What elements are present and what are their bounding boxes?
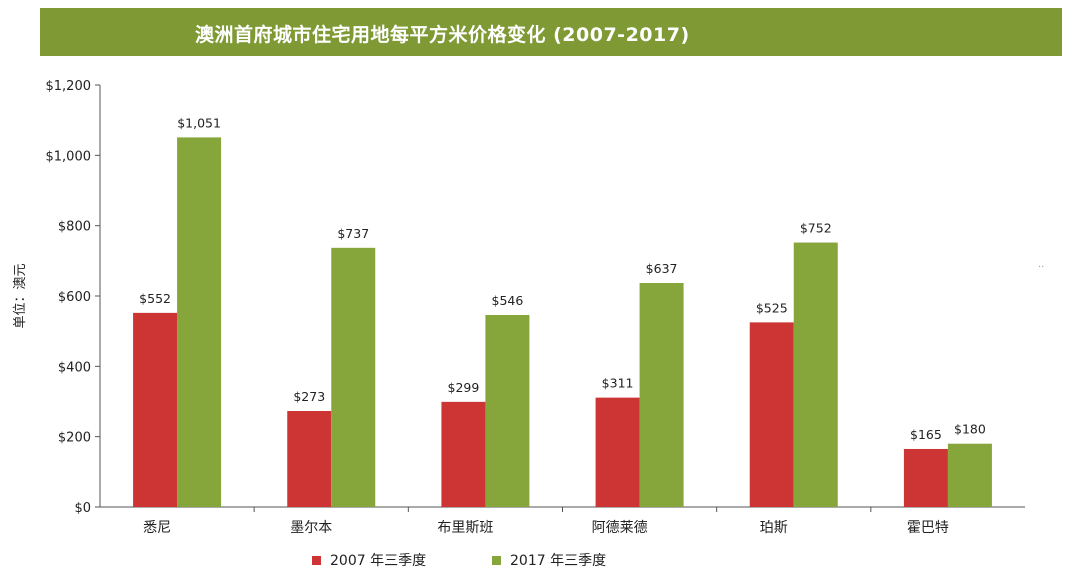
bar-2017-5 bbox=[947, 443, 992, 507]
legend-label: 2007 年三季度 bbox=[330, 553, 426, 569]
chart-title: 澳洲首府城市住宅用地每平方米价格变化 (2007-2017) bbox=[195, 24, 690, 46]
x-tick-label: 阿德莱德 bbox=[592, 520, 648, 536]
bar-2007-2 bbox=[441, 401, 486, 507]
y-axis-title: 单位：澳元 bbox=[12, 263, 28, 328]
data-label: $552 bbox=[139, 291, 171, 306]
y-tick-label: $600 bbox=[58, 290, 91, 305]
title-bar: 澳洲首府城市住宅用地每平方米价格变化 (2007-2017) bbox=[40, 8, 1062, 56]
y-tick-label: $400 bbox=[58, 360, 91, 375]
bar-2017-4 bbox=[793, 242, 838, 507]
x-tick-label: 霍巴特 bbox=[907, 520, 949, 536]
data-label: $311 bbox=[602, 376, 634, 391]
y-tick-label: $800 bbox=[58, 220, 91, 235]
data-label: $546 bbox=[492, 293, 524, 308]
data-label: $737 bbox=[337, 226, 369, 241]
y-tick-label: $200 bbox=[58, 431, 91, 446]
bar-2007-0 bbox=[133, 312, 178, 507]
data-label: $273 bbox=[293, 389, 325, 404]
bar-2007-5 bbox=[903, 448, 948, 507]
data-label: $637 bbox=[646, 261, 678, 276]
bar-2017-2 bbox=[485, 314, 530, 507]
stray-dots: ·· bbox=[1038, 262, 1045, 273]
bar-2007-4 bbox=[749, 322, 794, 507]
bar-2017-1 bbox=[331, 247, 376, 508]
data-label: $299 bbox=[448, 380, 480, 395]
y-tick-label: $0 bbox=[74, 501, 91, 516]
x-tick-label: 珀斯 bbox=[760, 520, 788, 536]
y-tick-label: $1,200 bbox=[46, 79, 92, 94]
legend-swatch-0 bbox=[312, 556, 321, 565]
data-label: $525 bbox=[756, 300, 788, 315]
bar-2007-1 bbox=[287, 410, 332, 507]
data-label: $1,051 bbox=[177, 115, 221, 130]
bar-2017-3 bbox=[639, 282, 684, 507]
x-tick-label: 悉尼 bbox=[143, 520, 171, 536]
x-tick-label: 布里斯班 bbox=[437, 520, 493, 536]
data-label: $752 bbox=[800, 221, 832, 236]
data-label: $165 bbox=[910, 427, 942, 442]
y-tick-label: $1,000 bbox=[46, 149, 92, 164]
bar-2017-0 bbox=[177, 137, 222, 508]
legend-swatch-1 bbox=[492, 556, 501, 565]
x-tick-label: 墨尔本 bbox=[290, 520, 332, 536]
bar-2007-3 bbox=[595, 397, 640, 507]
data-label: $180 bbox=[954, 422, 986, 437]
legend-label: 2017 年三季度 bbox=[510, 553, 606, 569]
